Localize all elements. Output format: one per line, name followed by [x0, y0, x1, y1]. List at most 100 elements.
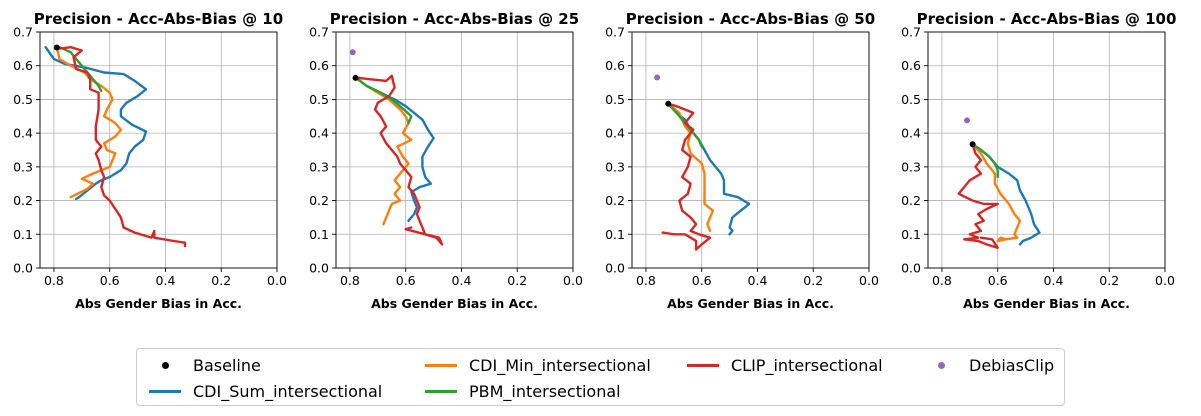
y-tick-label: 0.1 — [13, 227, 33, 242]
y-tick-label: 0.2 — [13, 193, 33, 208]
y-tick-label: 0.2 — [605, 193, 625, 208]
y-tick-label: 0.4 — [309, 126, 329, 141]
series-line-cdi-sum-intersectional — [667, 102, 751, 236]
series-line-clip-intersectional — [957, 143, 999, 249]
y-tick-label: 0.6 — [605, 58, 625, 73]
y-tick-label: 0.5 — [901, 92, 921, 107]
y-tick-label: 0.7 — [309, 25, 329, 40]
legend-label-pbm: PBM_intersectional — [469, 381, 621, 401]
x-tick-label: 0.6 — [396, 273, 416, 288]
point-baseline — [352, 74, 359, 81]
series-line-cdi-min-intersectional — [667, 102, 715, 233]
x-tick-label: 0.8 — [44, 273, 64, 288]
y-tick-label: 0.7 — [13, 25, 33, 40]
chart-panel-3: 0.8 0.6 0.4 0.2 0.0 0.0 0.1 0.2 0.3 0.4 0.5 0.6 0.7P… — [605, 10, 879, 311]
series-line-cdi-min-intersectional — [354, 76, 413, 226]
x-tick-label: 0.0 — [267, 273, 287, 288]
x-tick-label: 0.6 — [692, 273, 712, 288]
y-tick-label: 0.5 — [309, 92, 329, 107]
point-debiasclip — [654, 74, 661, 81]
y-tick-label: 0.7 — [901, 25, 921, 40]
x-axis-label: Abs Gender Bias in Acc. — [667, 296, 834, 311]
series-line-pbm-intersectional — [354, 76, 413, 125]
chart-title: Precision - Acc-Abs-Bias @ 10 — [34, 10, 283, 28]
series-line-clip-intersectional — [354, 74, 444, 246]
legend-item-clip: CLIP_intersectional — [685, 353, 883, 377]
x-axis-label: Abs Gender Bias in Acc. — [75, 296, 242, 311]
y-tick-label: 0.6 — [309, 58, 329, 73]
chart-panel-2: 0.8 0.6 0.4 0.2 0.0 0.0 0.1 0.2 0.3 0.4 0.5 0.6 0.7P… — [309, 10, 583, 311]
y-tick-label: 0.1 — [901, 227, 921, 242]
legend: Baseline CDI_Sum_intersectional CDI_Min_… — [136, 348, 1065, 406]
point-debiasclip — [349, 49, 356, 56]
y-tick-label: 0.2 — [901, 193, 921, 208]
series-line-cdi-min-intersectional — [971, 143, 1022, 243]
y-tick-label: 0.5 — [605, 92, 625, 107]
y-tick-label: 0.3 — [309, 159, 329, 174]
chart-title: Precision - Acc-Abs-Bias @ 100 — [917, 10, 1177, 28]
series-line-clip-intersectional — [661, 102, 712, 251]
y-tick-label: 0.7 — [605, 25, 625, 40]
x-tick-label: 0.2 — [507, 273, 527, 288]
x-tick-label: 0.4 — [452, 273, 472, 288]
series-line-pbm-intersectional — [58, 46, 103, 93]
cdi-sum-swatch — [149, 390, 181, 393]
y-tick-label: 0.3 — [605, 159, 625, 174]
point-baseline — [969, 141, 976, 148]
x-tick-label: 0.8 — [636, 273, 656, 288]
x-axis-label: Abs Gender Bias in Acc. — [371, 296, 538, 311]
chart-panel-4: 0.8 0.6 0.4 0.2 0.0 0.0 0.1 0.2 0.3 0.4 0.5 0.6 0.7P… — [901, 10, 1176, 311]
point-debiasclip — [964, 117, 971, 124]
x-tick-label: 0.0 — [1155, 273, 1175, 288]
legend-label-clip: CLIP_intersectional — [731, 355, 883, 375]
x-tick-label: 0.2 — [1099, 273, 1119, 288]
cdi-min-swatch — [425, 364, 457, 367]
y-tick-label: 0.2 — [309, 193, 329, 208]
y-tick-label: 0.0 — [605, 261, 625, 276]
y-tick-label: 0.3 — [901, 159, 921, 174]
x-tick-label: 0.4 — [748, 273, 768, 288]
point-baseline — [665, 100, 672, 107]
plot-frame — [39, 31, 278, 269]
x-tick-label: 0.8 — [340, 273, 360, 288]
y-tick-label: 0.1 — [309, 227, 329, 242]
y-tick-label: 0.4 — [901, 126, 921, 141]
x-tick-label: 0.2 — [211, 273, 231, 288]
debiasclip-marker — [938, 362, 945, 369]
plot-frame — [631, 31, 870, 269]
legend-label-baseline: Baseline — [193, 355, 261, 375]
y-tick-label: 0.6 — [901, 58, 921, 73]
y-tick-label: 0.3 — [13, 159, 33, 174]
y-tick-label: 0.4 — [605, 126, 625, 141]
clip-swatch — [687, 364, 719, 367]
legend-label-debiasclip: DebiasClip — [969, 355, 1055, 375]
y-tick-label: 0.4 — [13, 126, 33, 141]
series-line-pbm-intersectional — [971, 143, 999, 179]
baseline-marker — [162, 362, 169, 369]
x-tick-label: 0.4 — [1044, 273, 1064, 288]
y-tick-label: 0.6 — [13, 58, 33, 73]
chart-title: Precision - Acc-Abs-Bias @ 25 — [330, 10, 579, 28]
x-tick-label: 0.6 — [100, 273, 120, 288]
series-line-cdi-sum-intersectional — [44, 46, 148, 201]
legend-label-cdi-min: CDI_Min_intersectional — [469, 355, 651, 375]
y-tick-label: 0.0 — [309, 261, 329, 276]
y-tick-label: 0.5 — [13, 92, 33, 107]
point-baseline — [53, 44, 60, 51]
series-line-cdi-sum-intersectional — [971, 143, 1041, 246]
legend-item-baseline: Baseline — [147, 353, 261, 377]
x-tick-label: 0.0 — [563, 273, 583, 288]
x-tick-label: 0.2 — [803, 273, 823, 288]
chart-panel-1: 0.8 0.6 0.4 0.2 0.0 0.0 0.1 0.2 0.3 0.4 0.5 0.6 0.7P… — [13, 10, 287, 311]
y-tick-label: 0.1 — [605, 227, 625, 242]
x-tick-label: 0.4 — [156, 273, 176, 288]
chart-title: Precision - Acc-Abs-Bias @ 50 — [626, 10, 875, 28]
legend-item-pbm: PBM_intersectional — [423, 379, 621, 403]
series-line-pbm-intersectional — [667, 102, 703, 148]
legend-label-cdi-sum: CDI_Sum_intersectional — [193, 381, 383, 401]
series-line-clip-intersectional — [55, 46, 187, 248]
legend-item-debiasclip: DebiasClip — [923, 353, 1054, 377]
legend-item-cdi-min: CDI_Min_intersectional — [423, 353, 651, 377]
y-tick-label: 0.0 — [13, 261, 33, 276]
